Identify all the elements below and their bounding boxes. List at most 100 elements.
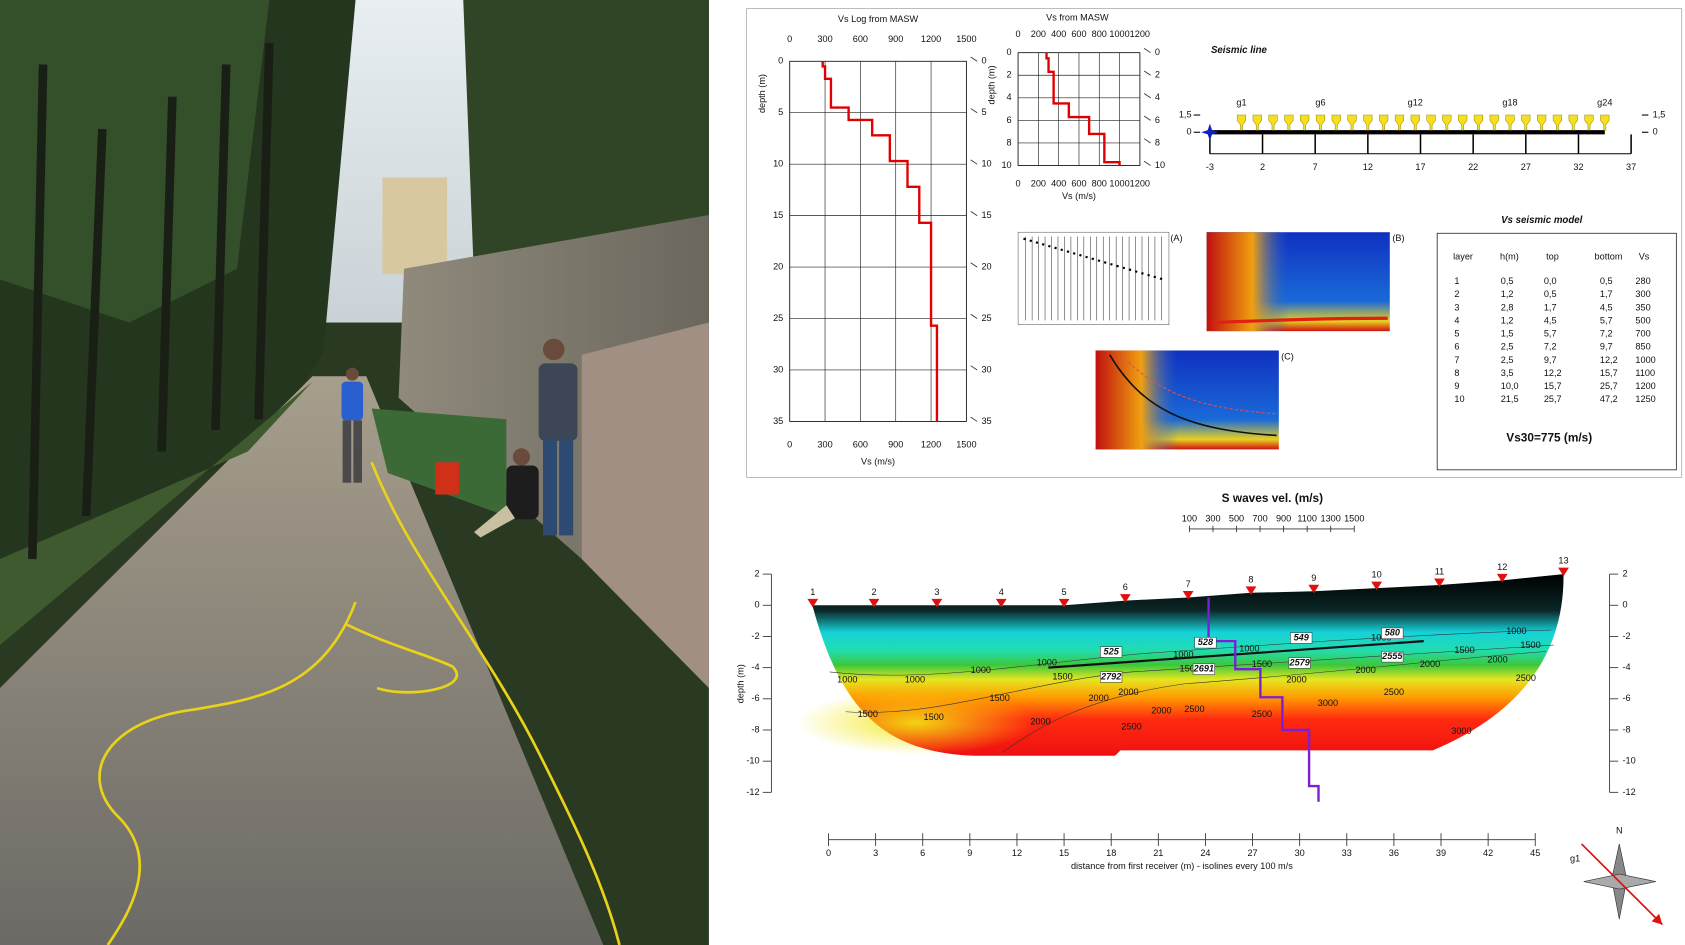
y-tick-label: 10 bbox=[1155, 160, 1165, 170]
receiver bbox=[995, 598, 1007, 608]
y-tick-label: 20 bbox=[773, 262, 783, 272]
colorbar-tick-label: 900 bbox=[1276, 514, 1291, 524]
y-tick-label: 4 bbox=[1007, 92, 1012, 102]
x-tick-label: 1200 bbox=[921, 440, 941, 450]
contour-label: 1000 bbox=[1037, 657, 1057, 667]
geophone bbox=[1552, 114, 1562, 131]
receiver-label: 10 bbox=[1372, 570, 1382, 580]
y-axis-label: depth (m) bbox=[736, 664, 746, 703]
geophone bbox=[1426, 114, 1436, 131]
profile-line bbox=[1045, 52, 1121, 166]
y-tick-label: 25 bbox=[773, 313, 783, 323]
contour-label: 1000 bbox=[1239, 643, 1259, 653]
receiver bbox=[1371, 581, 1383, 591]
tick-mark bbox=[1143, 160, 1151, 166]
vs-profile-line bbox=[1207, 597, 1320, 802]
field-photo bbox=[254, 42, 274, 420]
x-axis-label: Vs (m/s) bbox=[1062, 191, 1096, 201]
x-tick-label: 15 bbox=[1059, 848, 1069, 858]
y-tick-label: -4 bbox=[751, 662, 759, 672]
table-cell: 12,2 bbox=[1600, 355, 1618, 365]
panel-label: (B) bbox=[1392, 233, 1404, 243]
annotation-label: 525 bbox=[1104, 646, 1120, 656]
panel-b bbox=[1206, 232, 1390, 332]
chart-title: Vs Log from MASW bbox=[838, 14, 919, 24]
geophone bbox=[1315, 114, 1326, 131]
table-header: top bbox=[1546, 251, 1559, 261]
contour-label: 1000 bbox=[837, 675, 857, 685]
contour-label: 1500 bbox=[1454, 645, 1474, 655]
x-tick-label: 400 bbox=[1051, 29, 1066, 39]
source bbox=[1201, 123, 1219, 141]
table-cell: 15,7 bbox=[1600, 368, 1618, 378]
table-cell: 1100 bbox=[1635, 368, 1655, 378]
tick-mark bbox=[1143, 70, 1151, 76]
contour-label: 1500 bbox=[1052, 671, 1072, 681]
panel-c bbox=[1095, 350, 1279, 450]
receiver-label: 12 bbox=[1497, 562, 1507, 572]
table-header: bottom bbox=[1595, 251, 1623, 261]
y-tick-label: -2 bbox=[751, 631, 759, 641]
person bbox=[474, 505, 515, 538]
table-header: h(m) bbox=[1500, 251, 1519, 261]
geophone bbox=[1410, 114, 1420, 131]
x-tick-label: 1200 bbox=[921, 34, 941, 44]
person bbox=[345, 367, 359, 381]
panel-c bbox=[1095, 350, 1279, 450]
y-tick-label: -10 bbox=[1623, 756, 1636, 766]
receiver-label: 2 bbox=[871, 587, 876, 597]
x-tick-label: 0 bbox=[1016, 29, 1021, 39]
x-tick-label: 6 bbox=[920, 848, 925, 858]
y-tick-label: 35 bbox=[773, 416, 783, 426]
y-tick-label: 2 bbox=[1623, 569, 1628, 579]
x-tick-label: 1000 bbox=[1109, 29, 1129, 39]
x-axis-label: Vs (m/s) bbox=[861, 457, 895, 467]
table-cell: 1 bbox=[1454, 276, 1459, 286]
table-header: layer bbox=[1453, 251, 1473, 261]
x-tick-label: 27 bbox=[1521, 162, 1531, 172]
table-cell: 21,5 bbox=[1501, 394, 1519, 404]
colorbar-tick-label: 700 bbox=[1252, 514, 1267, 524]
y-tick-label: 2 bbox=[1155, 70, 1160, 80]
x-tick-label: 12 bbox=[1363, 162, 1373, 172]
geophone bbox=[1331, 114, 1341, 131]
contour-label: 2500 bbox=[1384, 687, 1404, 697]
table-cell: 47,2 bbox=[1600, 394, 1618, 404]
panel-a bbox=[1017, 231, 1170, 325]
field-photo bbox=[98, 601, 357, 945]
geophone bbox=[1521, 114, 1531, 131]
receiver bbox=[1558, 567, 1569, 577]
y-tick-label: -6 bbox=[751, 693, 759, 703]
x-tick-label: 37 bbox=[1626, 162, 1636, 172]
tick-mark bbox=[970, 313, 978, 319]
contour-label: 2000 bbox=[1030, 717, 1050, 727]
y-axis-label: depth (m) bbox=[757, 74, 767, 113]
geophone bbox=[1252, 114, 1262, 131]
figure-frame bbox=[746, 8, 1683, 478]
x-tick-label: 400 bbox=[1051, 178, 1066, 188]
geophone bbox=[1347, 114, 1357, 131]
contour-label: 2000 bbox=[1088, 693, 1108, 703]
table-cell: 9,7 bbox=[1544, 355, 1557, 365]
compass-arrow-label: g1 bbox=[1570, 853, 1580, 863]
compass bbox=[1580, 843, 1663, 926]
contour-label: 2500 bbox=[1252, 709, 1272, 719]
x-tick-label: 45 bbox=[1530, 848, 1540, 858]
table-cell: 280 bbox=[1635, 276, 1650, 286]
y-tick-label: 8 bbox=[1007, 137, 1012, 147]
receiver bbox=[1245, 586, 1257, 595]
y-tick-label: 2 bbox=[754, 569, 759, 579]
x-tick-label: 36 bbox=[1389, 848, 1399, 858]
y-tick-label: 8 bbox=[1155, 137, 1160, 147]
x-tick-label: 27 bbox=[1247, 848, 1257, 858]
receiver-label: 3 bbox=[934, 587, 939, 597]
table-header: Vs bbox=[1639, 251, 1650, 261]
tick-mark bbox=[970, 210, 978, 216]
table-cell: 300 bbox=[1635, 289, 1650, 299]
table-cell: 25,7 bbox=[1544, 394, 1562, 404]
y-tick-label: -12 bbox=[1623, 787, 1636, 797]
y-tick-label: 20 bbox=[981, 262, 991, 272]
chart-title: S waves vel. (m/s) bbox=[1222, 491, 1323, 505]
table-cell: 0,5 bbox=[1544, 289, 1557, 299]
annotation-box bbox=[1381, 627, 1404, 639]
